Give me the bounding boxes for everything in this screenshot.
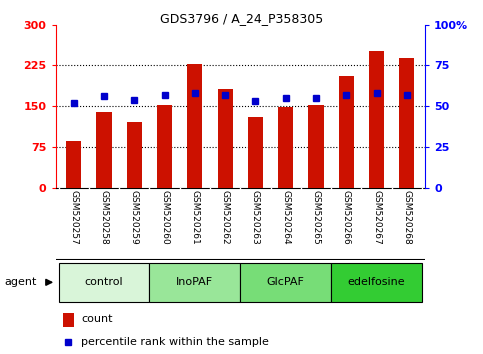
Text: count: count [82,314,113,324]
FancyBboxPatch shape [241,263,331,302]
Text: control: control [85,277,123,287]
Text: GSM520261: GSM520261 [190,190,199,245]
Text: GSM520268: GSM520268 [402,190,412,245]
Bar [127,122,142,188]
Text: edelfosine: edelfosine [348,277,405,287]
Text: GSM520259: GSM520259 [130,190,139,245]
Bar [63,313,74,327]
Bar [309,105,324,188]
Text: GSM520262: GSM520262 [221,190,229,244]
Text: GSM520265: GSM520265 [312,190,321,245]
Bar [157,105,172,188]
Bar [278,107,293,188]
Text: GlcPAF: GlcPAF [267,277,305,287]
FancyBboxPatch shape [58,263,149,302]
Text: GDS3796 / A_24_P358305: GDS3796 / A_24_P358305 [160,12,323,25]
Text: agent: agent [5,277,37,287]
FancyBboxPatch shape [149,263,241,302]
Bar [187,64,202,188]
Text: GSM520266: GSM520266 [342,190,351,245]
Bar [66,142,81,188]
FancyBboxPatch shape [331,263,422,302]
Text: percentile rank within the sample: percentile rank within the sample [82,337,270,347]
Text: InoPAF: InoPAF [176,277,213,287]
Bar [339,76,354,188]
Bar [399,58,414,188]
Bar [248,117,263,188]
Bar [97,112,112,188]
Text: GSM520264: GSM520264 [281,190,290,244]
Text: GSM520260: GSM520260 [160,190,169,245]
Text: GSM520258: GSM520258 [99,190,109,245]
Bar [217,89,233,188]
Bar [369,51,384,188]
Text: GSM520257: GSM520257 [69,190,78,245]
Text: GSM520267: GSM520267 [372,190,381,245]
Text: GSM520263: GSM520263 [251,190,260,245]
